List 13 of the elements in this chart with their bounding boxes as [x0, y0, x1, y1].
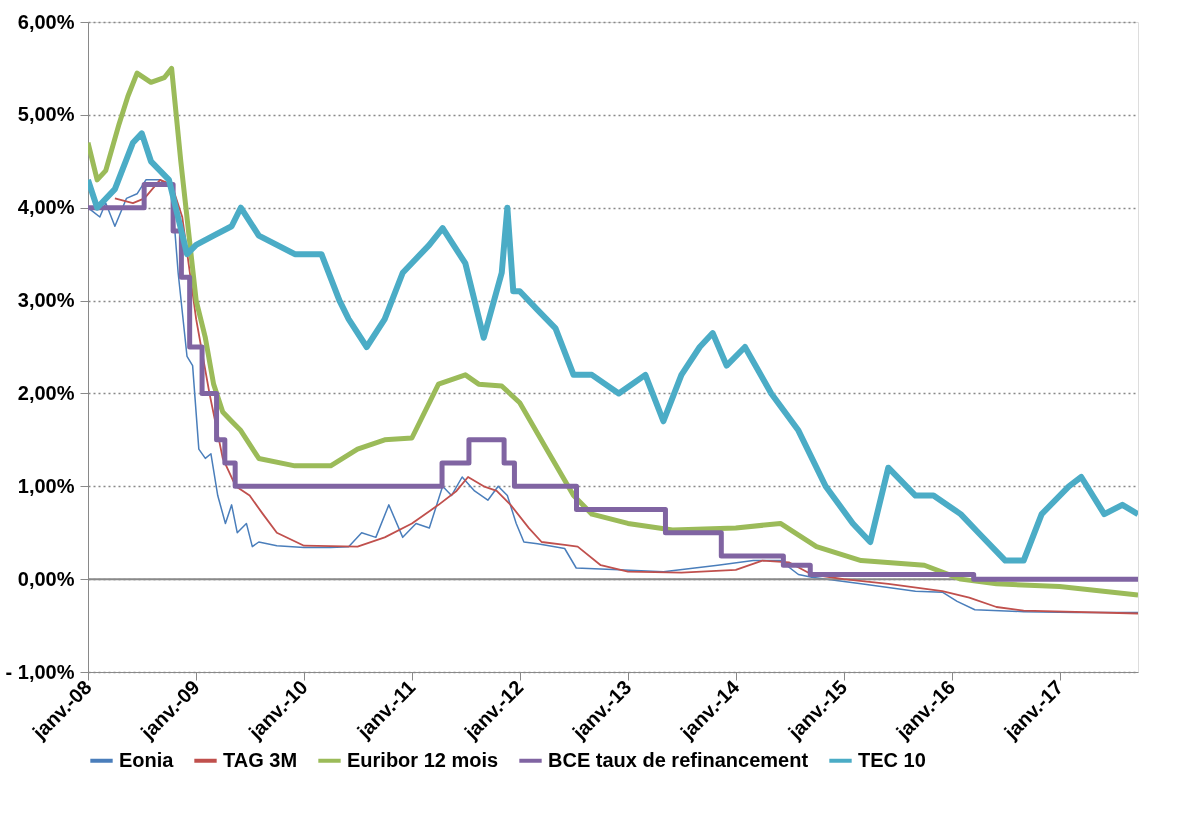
y-tick-label: 5,00% — [17, 103, 75, 126]
y-tick-label: 6,00% — [17, 10, 75, 33]
y-tick-label: 2,00% — [17, 381, 75, 404]
y-tick-label: - 1,00% — [5, 660, 75, 683]
legend-label: Euribor 12 mois — [347, 748, 499, 771]
legend-label: BCE taux de refinancement — [548, 748, 809, 771]
legend-label: TAG 3M — [223, 748, 298, 771]
y-tick-label: 3,00% — [17, 289, 75, 312]
legend-label: Eonia — [119, 748, 175, 771]
y-tick-label: 4,00% — [17, 196, 75, 219]
legend-label: TEC 10 — [858, 748, 926, 771]
y-tick-label: 1,00% — [17, 474, 75, 497]
y-tick-label: 0,00% — [17, 567, 75, 590]
